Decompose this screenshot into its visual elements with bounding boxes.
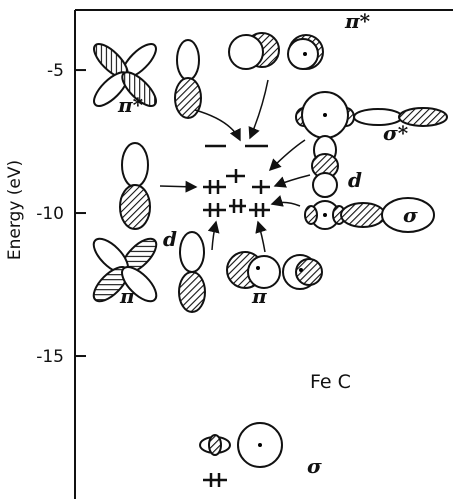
tick-label: -5: [47, 61, 64, 81]
orbital-label: σ: [307, 454, 322, 478]
axis-label: Energy (eV): [5, 160, 25, 260]
orbital-label: π: [119, 284, 135, 308]
tick-label: -10: [36, 204, 64, 224]
orbital-label: d: [163, 227, 177, 251]
tick-label: -15: [36, 347, 64, 367]
orbitals: [92, 32, 448, 468]
orbital-label: d: [348, 168, 362, 192]
energy-levels: [203, 144, 270, 487]
orbital-label: π*: [117, 93, 144, 117]
labels: π* π* σ* d d σ π π Fe C σ: [117, 9, 418, 478]
orbital-label: σ*: [383, 121, 409, 145]
orbital-label: π: [251, 284, 267, 308]
arrows: [159, 79, 311, 253]
molecule-label: Fe C: [310, 371, 351, 393]
orbital-label: π*: [344, 9, 371, 33]
energy-axis: Energy (eV) -5 -10 -15: [5, 9, 453, 499]
orbital-label: σ: [403, 203, 418, 227]
